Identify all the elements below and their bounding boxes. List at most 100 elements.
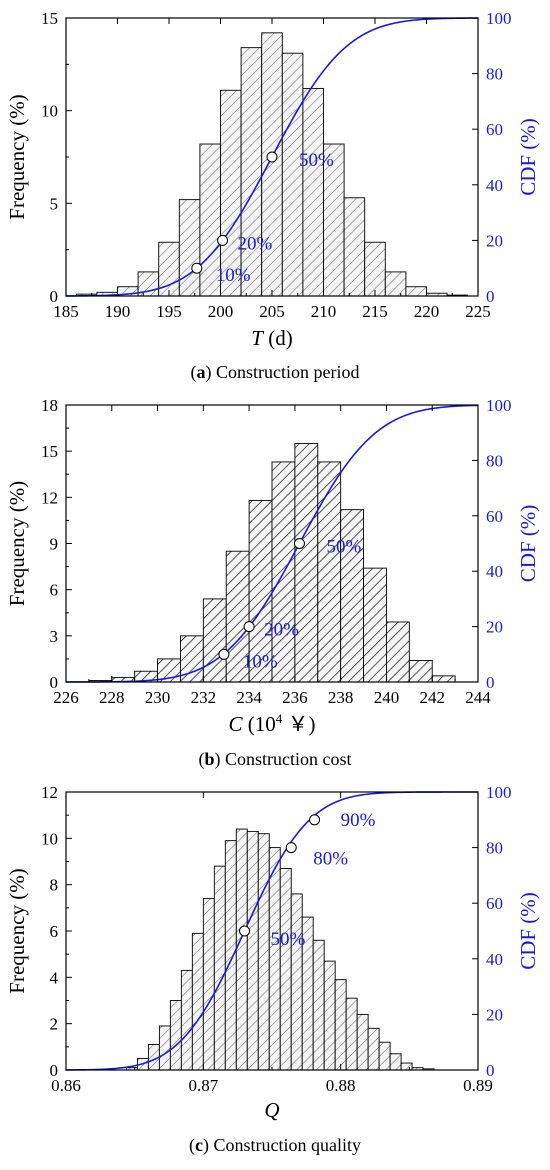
y2-tick-label: 80 [486,839,503,858]
x-tick-label: 238 [328,688,354,707]
x-axis-label: T (d) [251,326,292,350]
caption-text: Construction cost [225,749,352,769]
y-tick-label: 12 [41,488,58,507]
histogram-bar [261,32,283,297]
y2-tick-label: 60 [486,120,503,139]
histogram-bar [334,979,347,1071]
y2-axis-label: CDF (%) [516,505,540,583]
caption-paren: ( [189,1135,195,1156]
x-tick-label: 185 [53,302,79,321]
x-tick-label: 225 [465,302,491,321]
histogram-bar [279,868,292,1071]
y2-tick-label: 20 [486,1005,503,1024]
caption-letter: a [197,362,206,382]
y2-tick-label: 0 [486,1061,495,1080]
histogram-bar [191,932,204,1071]
x-tick-label: 0.86 [51,1076,81,1095]
x-tick-label: 240 [374,688,400,707]
histogram-bar [367,1027,380,1071]
cdf-marker [285,842,297,854]
caption-text: Construction period [216,362,359,382]
y2-tick-label: 40 [486,562,503,581]
x-tick-label: 232 [191,688,217,707]
histogram-bar [389,1053,402,1071]
y2-tick-label: 20 [486,618,503,637]
y-tick-label: 15 [41,9,58,28]
x-tick-label: 228 [99,688,125,707]
x-tick-label: 200 [208,302,234,321]
x-axis-unit-sup: 4 [276,711,283,726]
y2-tick-label: 0 [486,673,495,692]
x-axis-unit-tail: ￥) [282,712,315,736]
y2-tick-label: 100 [486,9,512,28]
histogram-bar [364,241,386,297]
histogram-bar [405,286,427,297]
histogram-bar [178,199,201,297]
y-tick-label: 6 [50,581,59,600]
x-axis-label: Q [264,1098,279,1122]
caption-paren: ( [198,749,204,770]
x-axis-label: C (104 ￥) [228,711,315,736]
histogram-bar [202,898,215,1071]
histogram-bar [180,969,193,1071]
marker-label: 50% [326,537,361,558]
panel-caption: (a) Construction period [191,362,360,383]
y-tick-label: 2 [50,1015,59,1034]
histogram-bar [384,271,407,297]
histogram-bar [400,1062,413,1071]
y2-tick-label: 40 [486,176,503,195]
y-tick-label: 0 [50,287,59,306]
histogram-bar [268,847,281,1071]
marker-label: 50% [299,150,334,171]
histogram-bar [345,997,358,1071]
y-axis-label: Frequency (%) [5,481,29,606]
x-tick-label: 0.89 [463,1076,493,1095]
marker-label: 10% [216,265,251,286]
histogram-bar [323,960,336,1071]
panel-b: 10%20%50%226 228 230 232 234 236 238 240 242 2440… [5,396,540,770]
histogram-bar [169,1000,182,1071]
histogram-bar [235,828,248,1071]
y2-tick-label: 0 [486,287,495,306]
y-tick-label: 9 [50,535,59,554]
y-tick-label: 0 [50,1061,59,1080]
y-tick-label: 6 [50,922,59,941]
marker-label: 20% [264,620,299,641]
y-tick-label: 15 [41,442,58,461]
histogram-bar [158,1025,171,1071]
y2-axis-label: CDF (%) [516,892,540,970]
panel-c: 50%80%90%0.86 0.87 0.88 0.89024681012020406… [5,783,540,1156]
y-tick-label: 3 [50,627,59,646]
histogram-bar [343,197,366,297]
x-axis-symbol: C [228,712,243,736]
caption-text: Construction quality [214,1135,362,1155]
y2-tick-label: 60 [486,894,503,913]
x-tick-label: 220 [414,302,440,321]
x-axis-symbol: Q [264,1098,279,1122]
panel-a: 10%20%50%185 190 195 200 205 210 215 220 2250510… [5,9,540,383]
x-tick-label: 0.88 [326,1076,356,1095]
marker-label: 50% [271,929,306,950]
histogram-bar [356,1013,369,1071]
y2-tick-label: 100 [486,783,512,802]
marker-label: 80% [313,849,348,870]
y2-tick-label: 60 [486,507,503,526]
panel-caption: (c) Construction quality [189,1135,361,1156]
x-tick-label: 195 [156,302,182,321]
histogram-bar [385,621,410,683]
cdf-marker [239,925,251,937]
histogram-bar [302,87,324,297]
marker-label: 90% [341,810,376,831]
y-tick-label: 10 [41,102,58,121]
caption-paren: ) [203,1135,214,1156]
histogram-bar [431,675,456,683]
cdf-marker [266,151,278,163]
histogram-bar [312,939,325,1071]
y2-tick-label: 40 [486,950,503,969]
y2-tick-label: 80 [486,451,503,470]
cdf-marker [309,814,321,826]
x-tick-label: 244 [465,688,491,707]
y-tick-label: 18 [41,396,58,415]
x-tick-label: 226 [53,688,79,707]
